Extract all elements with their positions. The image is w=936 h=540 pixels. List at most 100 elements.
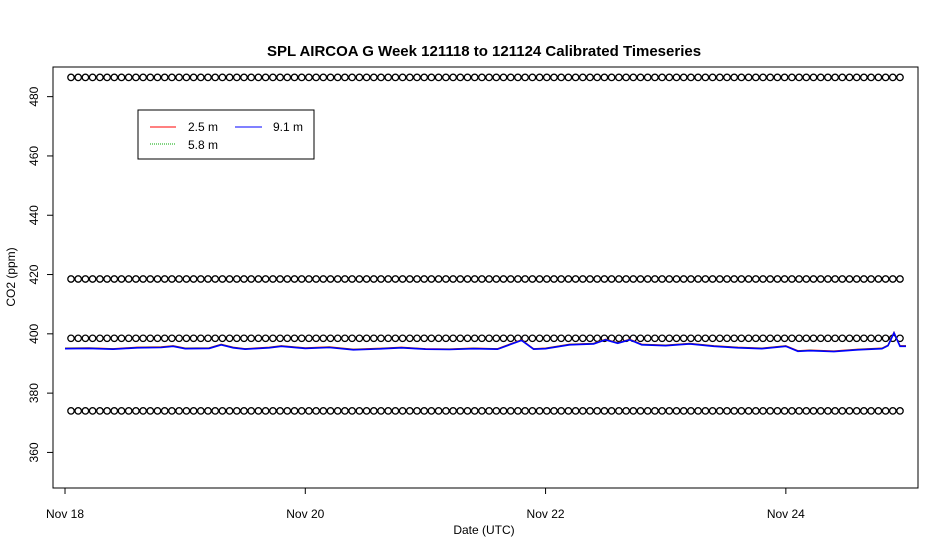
calibration-point	[326, 407, 335, 415]
calibration-point	[189, 407, 198, 415]
calibration-point	[816, 73, 825, 82]
calibration-point	[333, 407, 342, 415]
calibration-point	[564, 73, 573, 82]
calibration-point	[816, 407, 825, 415]
calibration-point	[305, 334, 313, 343]
calibration-point	[88, 407, 97, 415]
calibration-point	[492, 275, 501, 283]
calibration-point	[369, 275, 378, 283]
calibration-point	[773, 334, 782, 343]
calibration-point	[254, 275, 263, 283]
calibration-point	[564, 334, 573, 343]
calibration-point	[168, 73, 176, 82]
y-axis-label: CO2 (ppm)	[4, 247, 18, 306]
calibration-point	[896, 73, 904, 82]
calibration-point	[506, 334, 515, 343]
calibration-point	[759, 334, 767, 343]
calibration-point	[759, 275, 767, 283]
calibration-point	[124, 407, 133, 415]
legend-box	[137, 109, 315, 160]
calibration-point	[744, 407, 753, 415]
calibration-point	[175, 73, 183, 82]
calibration-point	[514, 73, 522, 82]
calibration-point	[175, 334, 183, 343]
calibration-point	[542, 73, 551, 82]
calibration-point	[723, 334, 731, 343]
calibration-point	[196, 73, 205, 82]
calibration-point	[211, 275, 220, 283]
calibration-point	[110, 407, 119, 415]
calibration-point	[218, 407, 227, 415]
calibration-point	[168, 407, 176, 415]
calibration-point	[391, 334, 400, 343]
calibration-point	[751, 334, 760, 343]
calibration-point	[67, 275, 75, 283]
calibration-point	[535, 275, 544, 283]
calibration-point	[809, 407, 818, 415]
calibration-point	[874, 407, 883, 415]
calibration-point	[348, 275, 356, 283]
calibration-point	[687, 407, 695, 415]
calibration-point	[276, 73, 284, 82]
calibration-point	[723, 407, 731, 415]
legend: 2.5 m 5.8 m 9.1 m	[137, 109, 315, 160]
calibration-point	[586, 407, 594, 415]
calibration-point	[816, 334, 825, 343]
calibration-point	[326, 275, 335, 283]
calibration-point	[391, 73, 400, 82]
calibration-point	[701, 334, 710, 343]
calibration-point	[240, 407, 248, 415]
calibration-point	[427, 73, 436, 82]
calibration-point	[456, 407, 465, 415]
calibration-point	[470, 73, 479, 82]
calibration-point	[679, 334, 688, 343]
calibration-point	[88, 334, 97, 343]
calibration-point	[333, 275, 342, 283]
calibration-point	[593, 73, 602, 82]
calibration-point	[449, 275, 457, 283]
calibration-point	[182, 407, 191, 415]
calibration-point	[362, 73, 371, 82]
calibration-point	[766, 275, 775, 283]
calibration-point	[571, 334, 580, 343]
calibration-point	[290, 275, 299, 283]
calibration-point	[463, 275, 472, 283]
calibration-point	[715, 73, 724, 82]
calibration-point	[694, 407, 702, 415]
y-tick-label: 440	[27, 205, 41, 225]
y-tick-label: 420	[27, 264, 41, 284]
calibration-point	[586, 73, 594, 82]
calibration-point	[124, 334, 133, 343]
calibration-point	[852, 73, 861, 82]
calibration-point	[788, 275, 796, 283]
calibration-point	[615, 407, 623, 415]
y-axis: 360 380 400 420 440 460 480	[27, 86, 54, 462]
calibration-point	[600, 73, 609, 82]
calibration-point	[456, 334, 465, 343]
calibration-point	[341, 275, 349, 283]
calibration-point	[550, 334, 558, 343]
calibration-point	[261, 407, 270, 415]
calibration-point	[478, 275, 486, 283]
calibration-point	[838, 334, 847, 343]
calibration-point	[643, 334, 652, 343]
calibration-point	[377, 407, 385, 415]
calibration-point	[110, 334, 119, 343]
calibration-point	[629, 407, 638, 415]
calibration-point	[442, 407, 450, 415]
calibration-point	[708, 407, 717, 415]
calibration-point	[341, 334, 349, 343]
calibration-point	[701, 73, 710, 82]
calibration-point	[845, 275, 854, 283]
calibration-point	[449, 334, 457, 343]
calibration-point	[744, 334, 753, 343]
calibration-point	[247, 275, 256, 283]
calibration-point	[521, 275, 529, 283]
calibration-point	[658, 334, 666, 343]
calibration-point	[74, 334, 83, 343]
calibration-point	[773, 275, 782, 283]
calibration-point	[838, 275, 847, 283]
calibration-point	[715, 275, 724, 283]
calibration-point	[586, 275, 594, 283]
